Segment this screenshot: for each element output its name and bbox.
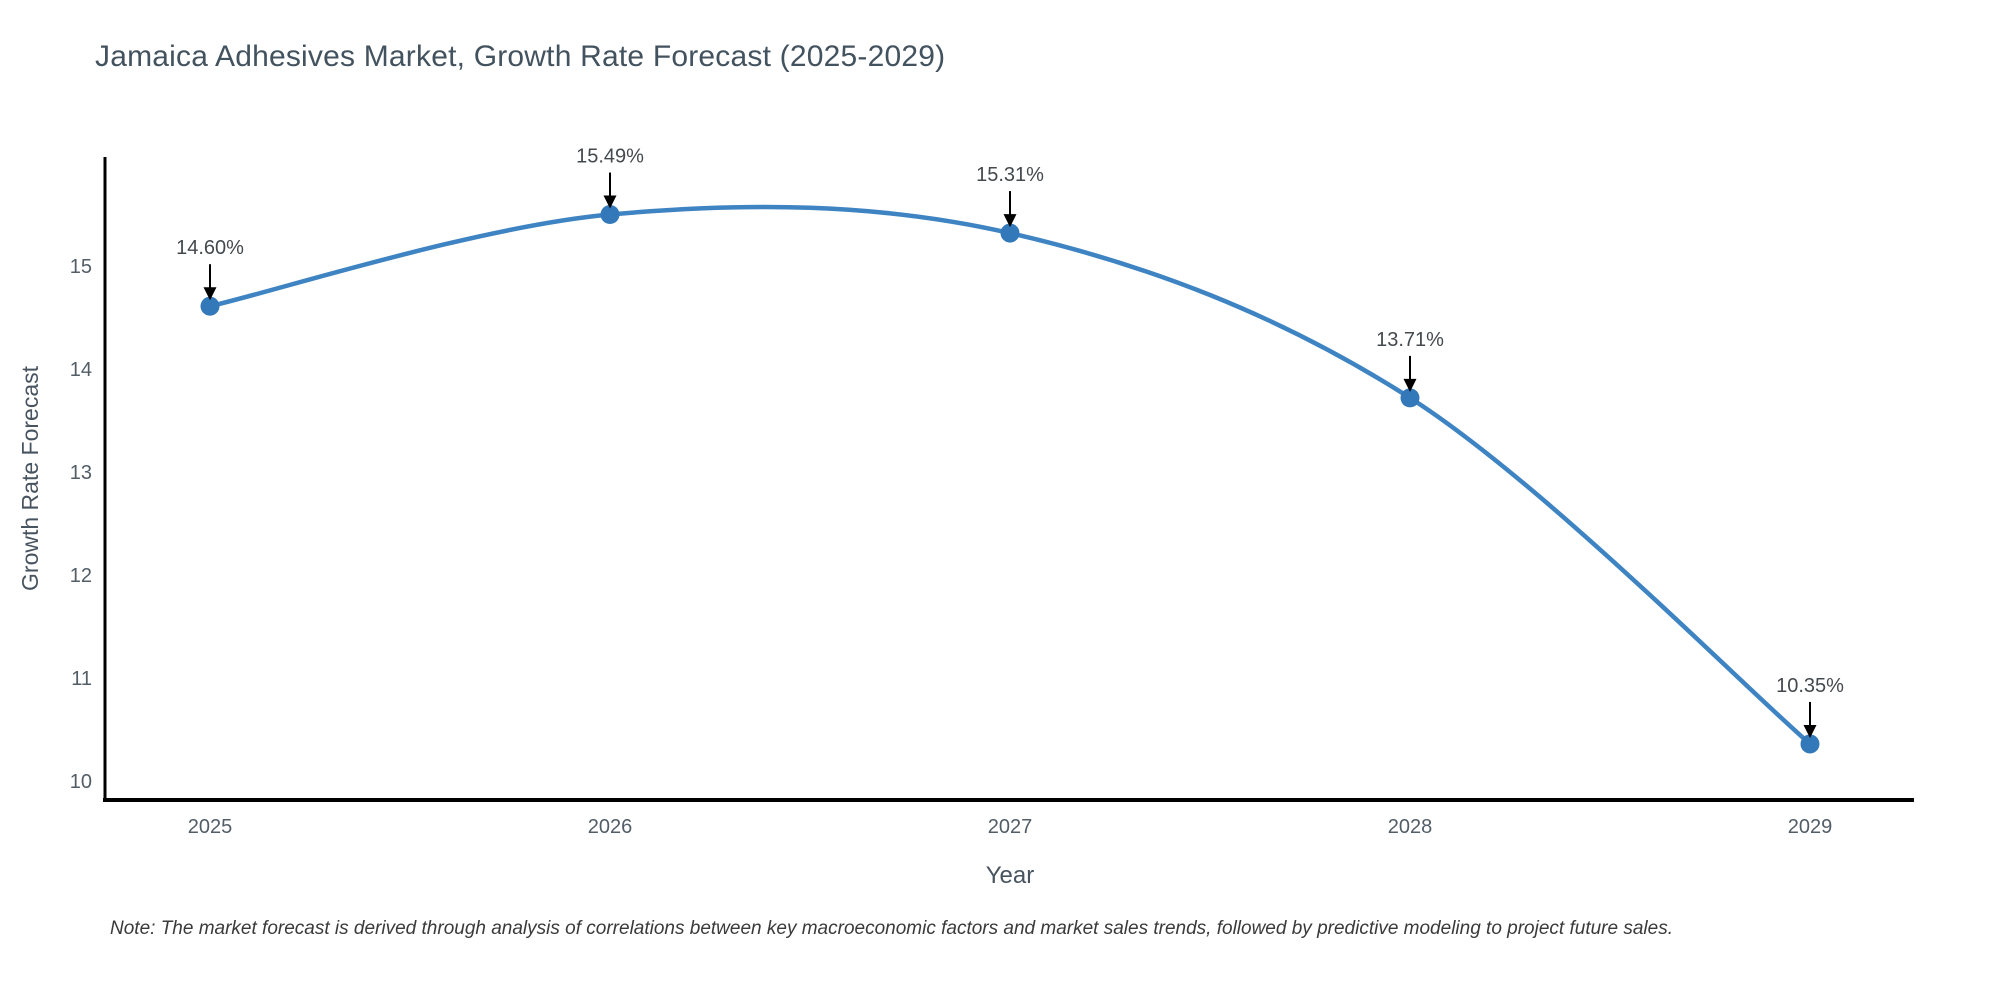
data-point-2029[interactable] <box>1800 734 1820 754</box>
annotation-arrow-head-icon <box>1803 724 1817 738</box>
x-axis-title: Year <box>985 862 1035 889</box>
annotation-arrow-head-icon <box>203 287 217 301</box>
x-tick-label-2025: 2025 <box>188 816 233 838</box>
annotation-arrow-head-icon <box>1403 378 1417 392</box>
y-tick-label-13: 13 <box>70 462 92 484</box>
x-tick-label-2028: 2028 <box>1388 816 1433 838</box>
annotation-label-2025: 14.60% <box>176 237 244 259</box>
annotation-arrow-head-icon <box>1003 214 1017 228</box>
x-tick-label-2026: 2026 <box>588 816 633 838</box>
data-point-2027[interactable] <box>1000 223 1020 243</box>
y-tick-label-10: 10 <box>70 771 92 793</box>
data-point-2028[interactable] <box>1400 388 1420 408</box>
annotation-arrow-head-icon <box>603 195 617 209</box>
y-tick-label-12: 12 <box>70 565 92 587</box>
chart-title: Jamaica Adhesives Market, Growth Rate Fo… <box>95 40 946 73</box>
forecast-spline-line <box>207 204 1813 747</box>
y-tick-label-11: 11 <box>71 668 92 690</box>
y-tick-label-14: 14 <box>70 359 92 381</box>
chart-note: Note: The market forecast is derived thr… <box>110 918 1673 939</box>
x-tick-label-2027: 2027 <box>988 816 1033 838</box>
y-tick-label-15: 15 <box>70 256 92 278</box>
annotation-label-2029: 10.35% <box>1776 675 1844 697</box>
x-tick-label-2029: 2029 <box>1788 816 1833 838</box>
data-point-2026[interactable] <box>600 205 620 225</box>
data-point-2025[interactable] <box>200 296 220 316</box>
annotation-label-2028: 13.71% <box>1376 329 1444 351</box>
annotation-label-2026: 15.49% <box>576 146 644 168</box>
annotation-label-2027: 15.31% <box>976 164 1044 186</box>
